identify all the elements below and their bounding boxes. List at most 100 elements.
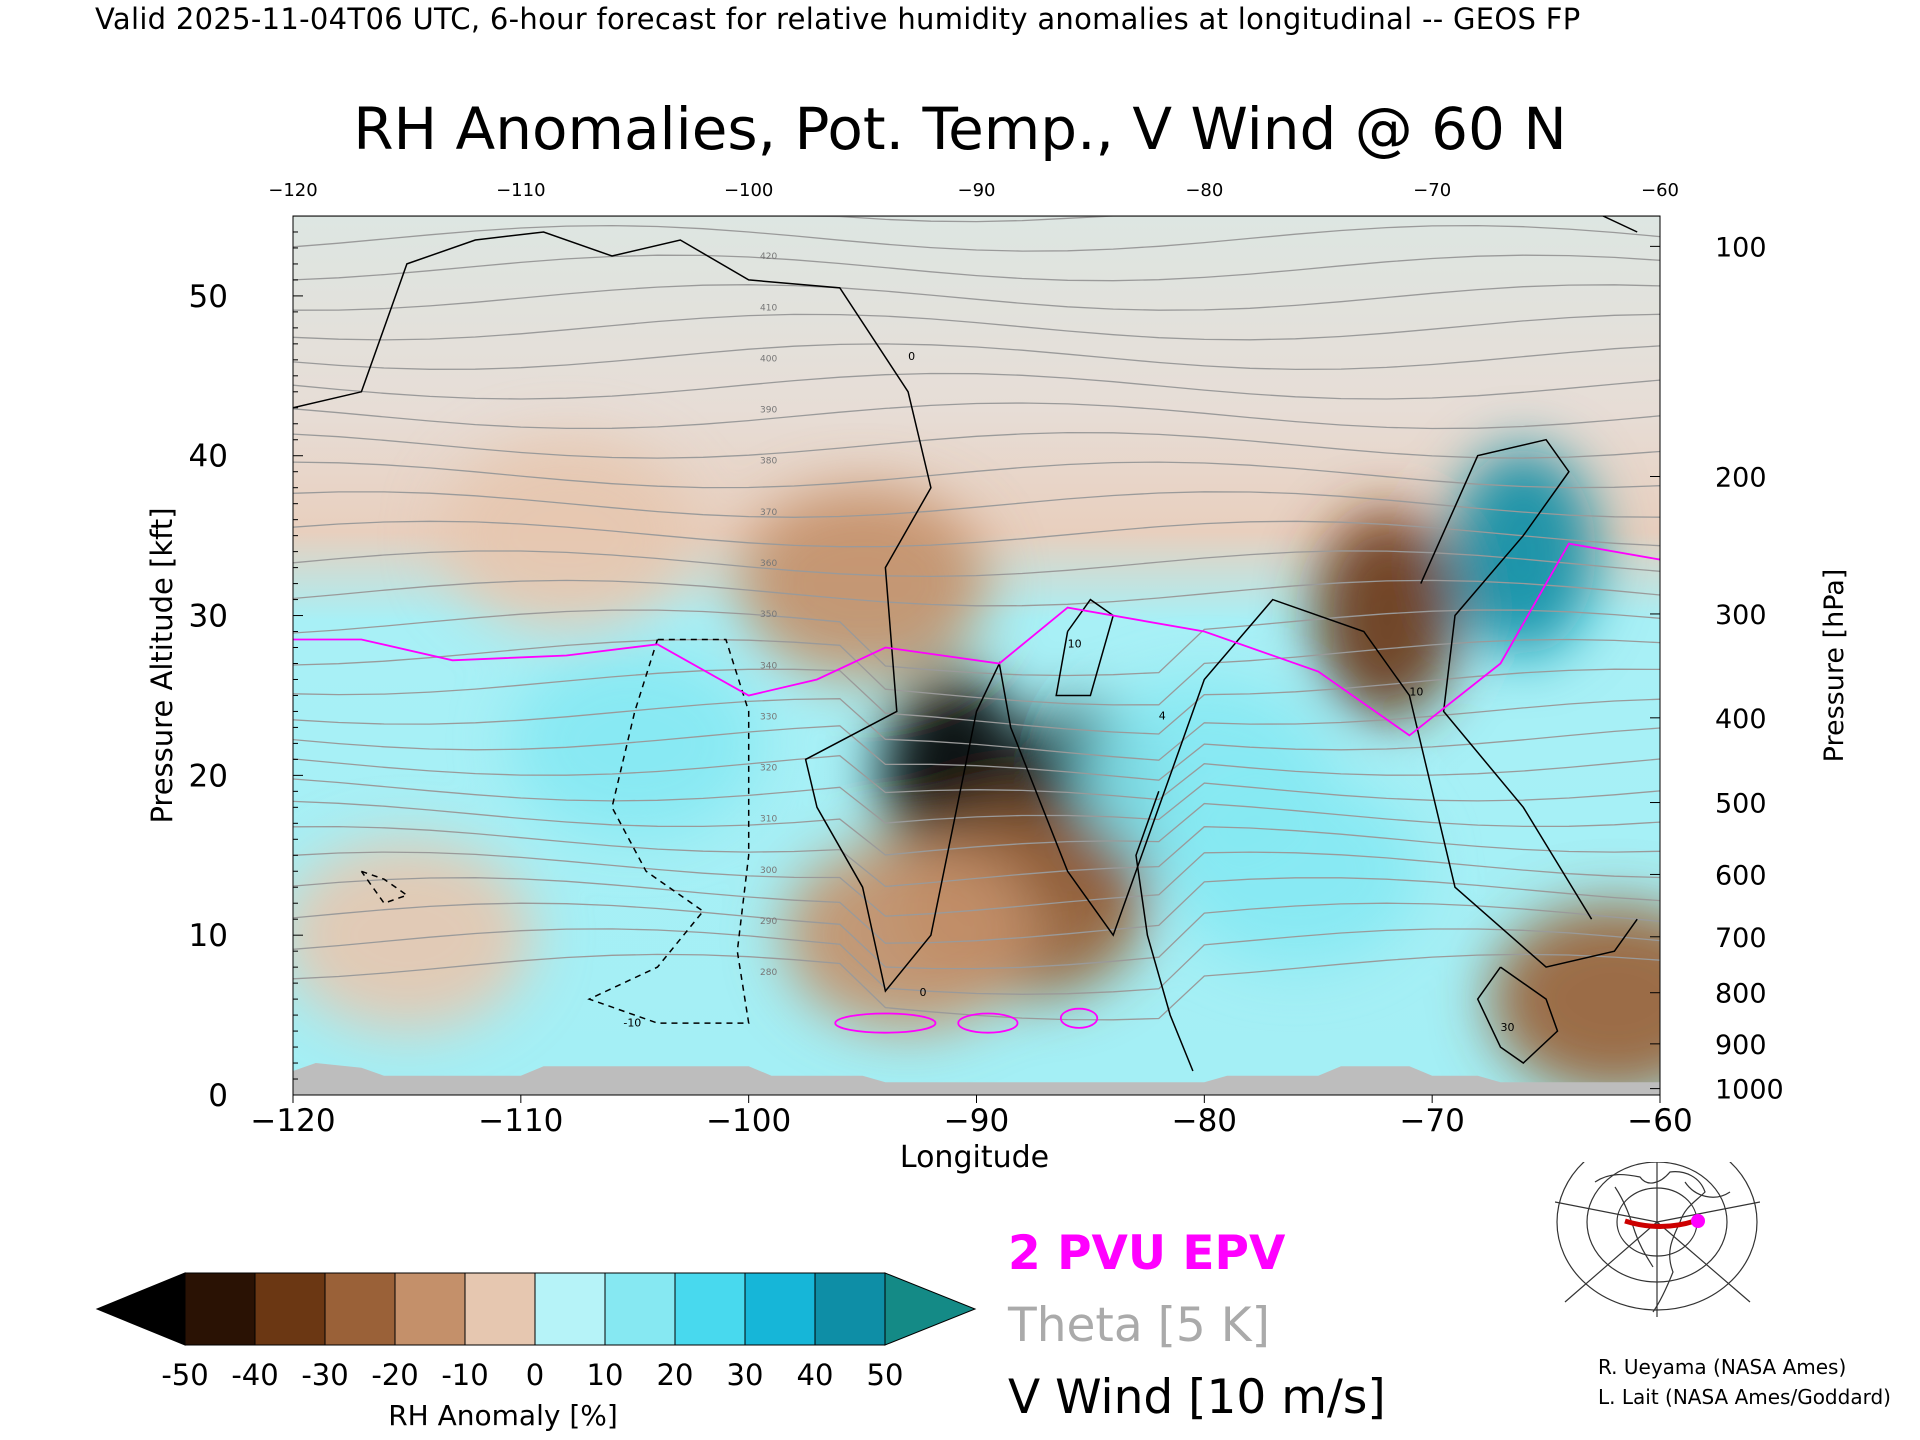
colorbar-swatch-3	[394, 1272, 466, 1346]
theta-line-13	[293, 609, 1660, 677]
vwind-label-4: 10	[1409, 685, 1423, 698]
y-tick-label-3: 30	[189, 599, 228, 635]
colorbar-swatch-7	[674, 1272, 746, 1346]
x-tick-label-5: −70	[1399, 1103, 1464, 1139]
theta-labels: 280 290 300 310 320 330 340 350 360 370 380 390 400 4…	[760, 252, 777, 978]
legend-theta: Theta [5 K]	[1008, 1298, 1270, 1353]
theta-label-280: 280	[760, 968, 777, 978]
theta-line-8	[293, 755, 1660, 801]
theta-label-410: 410	[760, 303, 777, 313]
rh-blob-12	[1489, 903, 1660, 1095]
legend-epv: 2 PVU EPV	[1008, 1226, 1285, 1281]
legend-vwind: V Wind [10 m/s]	[1008, 1370, 1386, 1425]
p-tick-label-7: 800	[1715, 979, 1767, 1010]
colorbar-over-arrow	[884, 1272, 977, 1346]
top-tick-label-2: −100	[724, 180, 773, 201]
top-tick-label-3: −90	[958, 180, 996, 201]
x-axis-bottom: −120 −110 −100 −90 −80 −70 −60 Longitude	[250, 1095, 1693, 1175]
colorbar-swatch-0	[184, 1272, 256, 1346]
y-axis-left: 0 10 20 30 40 50 Pressure Altitude [kft]	[145, 231, 303, 1114]
terrain-mask	[293, 1063, 1660, 1095]
colorbar-tick-3: -20	[371, 1358, 418, 1392]
colorbar-tick-2: -30	[301, 1358, 348, 1392]
theta-label-380: 380	[760, 457, 777, 467]
p-tick-label-6: 700	[1715, 923, 1767, 954]
x-axis-label: Longitude	[900, 1140, 1049, 1175]
theta-label-300: 300	[760, 866, 777, 876]
colorbar-swatch-5	[534, 1272, 606, 1346]
vwind-contour-5	[1135, 791, 1194, 1072]
theta-line-25	[293, 254, 1660, 282]
x-tick-label-3: −90	[944, 1103, 1009, 1139]
p-tick-label-4: 500	[1715, 789, 1767, 820]
colorbar-swatch-4	[464, 1272, 536, 1346]
theta-line-18	[293, 461, 1660, 489]
y-axis-label: Pressure Altitude [kft]	[145, 507, 179, 823]
theta-line-1	[293, 928, 1660, 995]
colorbar-swatch-6	[604, 1272, 676, 1346]
theta-label-360: 360	[760, 559, 777, 569]
terrain-shape	[293, 1063, 1660, 1095]
theta-label-370: 370	[760, 508, 777, 518]
p-tick-label-1: 200	[1715, 463, 1767, 494]
theta-line-26	[293, 224, 1660, 252]
colorbar-tick-10: 50	[867, 1358, 904, 1392]
theta-line-2	[293, 902, 1660, 970]
colorbar-swatch-8	[744, 1272, 816, 1346]
theta-line-21	[293, 372, 1660, 400]
colorbar-tick-4: -10	[441, 1358, 488, 1392]
colorbar-tick-9: 40	[797, 1358, 834, 1392]
theta-label-330: 330	[760, 712, 777, 722]
theta-line-17	[293, 491, 1660, 518]
vwind-contour-1	[1420, 438, 1593, 920]
theta-line-24	[293, 284, 1660, 311]
theta-line-5	[293, 825, 1660, 888]
theta-label-340: 340	[760, 661, 777, 671]
theta-line-15	[293, 550, 1660, 578]
legend-vwind-label: V Wind [10 m/s]	[1008, 1370, 1386, 1425]
colorbar-label: RH Anomaly [%]	[388, 1399, 618, 1432]
vwind-label-6: 4	[1159, 709, 1166, 722]
colorbar-swatch-1	[254, 1272, 326, 1346]
x-tick-label-4: −80	[1172, 1103, 1237, 1139]
theta-line-12	[293, 638, 1660, 706]
theta-label-320: 320	[760, 764, 777, 774]
epv-2pvu-path	[293, 542, 1660, 737]
colorbar-under-arrow	[95, 1272, 186, 1346]
theta-line-14	[293, 579, 1660, 607]
theta-label-310: 310	[760, 815, 777, 825]
theta-line-6	[293, 800, 1660, 856]
theta-line-20	[293, 402, 1660, 430]
vwind-label-0: 0	[908, 350, 915, 363]
colorbar-tick-6: 10	[587, 1358, 624, 1392]
rh-blob-1	[737, 487, 988, 680]
theta-line-23	[293, 313, 1660, 341]
p-tick-label-3: 400	[1715, 704, 1767, 735]
y-axis-right: 100 200 300 400 500 600 700 800 900 1000 Pressure …	[1650, 232, 1850, 1106]
p-tick-label-5: 600	[1715, 860, 1767, 891]
colorbar-tick-0: -50	[161, 1358, 208, 1392]
colorbar-tick-1: -40	[231, 1358, 278, 1392]
theta-line-7	[293, 778, 1660, 824]
epv-low-blob-2	[1059, 1007, 1099, 1029]
y-axis-right-label: Pressure [hPa]	[1819, 569, 1850, 763]
colorbar-tick-7: 20	[657, 1358, 694, 1392]
epv-low-blob-0	[834, 1012, 937, 1034]
colorbar-ticks: -50 -40 -30 -20 -10 0 10 20 30 40 50	[161, 1358, 903, 1392]
rh-blob-5	[782, 839, 1034, 1032]
theta-line-0	[293, 953, 1660, 1021]
x-tick-label-6: −60	[1627, 1103, 1692, 1139]
credit-ueyama: R. Ueyama (NASA Ames)	[1598, 1355, 1847, 1379]
y-tick-label-0: 0	[208, 1078, 228, 1114]
vwind-contour-0	[293, 231, 1638, 993]
vwind-neg-contour-0	[587, 638, 750, 1024]
theta-line-3	[293, 877, 1660, 944]
vwind-contour-4	[1602, 216, 1638, 233]
rh-anomaly-field	[293, 439, 1660, 1095]
top-tick-label-6: −60	[1641, 180, 1679, 201]
theta-line-9	[293, 725, 1660, 781]
x-tick-label-1: −110	[478, 1103, 563, 1139]
credit-lait: L. Lait (NASA Ames/Goddard)	[1598, 1385, 1891, 1409]
colorbar-swatch-2	[324, 1272, 396, 1346]
vwind-labels: 0 0 -10 10 10 30 4	[623, 350, 1514, 1034]
